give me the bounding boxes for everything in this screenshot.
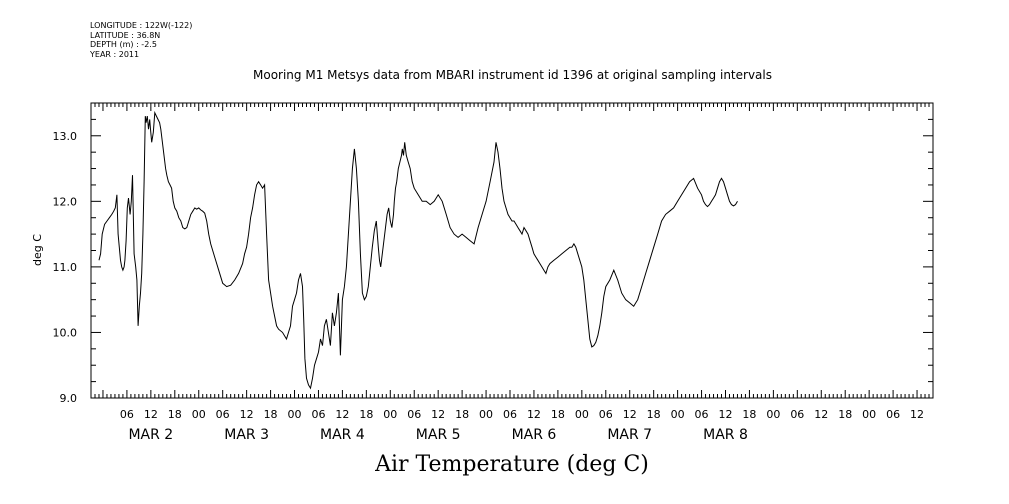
x-tick-label: 06 [216,408,230,421]
x-tick-label: 06 [311,408,325,421]
x-tick-label: 00 [862,408,876,421]
x-tick-label: 12 [718,408,732,421]
day-label: MAR 7 [607,427,652,443]
day-label: MAR 5 [416,427,461,443]
y-tick-label: 13.0 [53,130,78,143]
x-tick-labels: 06 12 18 00 06 12 18 00 06 12 18 00 06 12 18 00 06 12 18 00… [120,408,924,421]
x-tick-label: 00 [766,408,780,421]
chart-title: Mooring M1 Metsys data from MBARI instru… [253,68,772,82]
x-tick-label: 00 [671,408,685,421]
series-line [98,110,738,390]
year-label: YEAR : 2011 [90,49,140,59]
x-tick-label: 00 [575,408,589,421]
x-tick-label: 00 [383,408,397,421]
x-tick-label: 12 [527,408,541,421]
longitude-label: LONGITUDE : 122W(-122) [90,21,193,30]
x-tick-label: 12 [144,408,158,421]
metadata-block: LONGITUDE : 122W(-122) LATITUDE : 36.8N … [90,21,192,59]
y-tick-label: 9.0 [60,392,78,405]
x-tick-label: 18 [455,408,469,421]
y-tick-labels: 9.0 10.0 11.0 12.0 13.0 [53,130,78,405]
x-tick-label: 12 [431,408,445,421]
y-tick-label: 12.0 [53,195,78,208]
x-tick-label: 06 [599,408,613,421]
axis-ticks [90,102,934,399]
x-tick-label: 12 [910,408,924,421]
x-tick-label: 06 [503,408,517,421]
y-tick-label: 10.0 [53,326,78,339]
latitude-label: LATITUDE : 36.8N [90,30,161,40]
x-tick-label: 12 [814,408,828,421]
x-tick-label: 06 [120,408,134,421]
x-tick-label: 06 [886,408,900,421]
day-label: MAR 6 [512,427,557,443]
x-tick-label: 18 [647,408,661,421]
x-tick-label: 18 [551,408,565,421]
x-tick-label: 18 [742,408,756,421]
x-tick-label: 18 [359,408,373,421]
day-label: MAR 3 [224,427,269,443]
day-label: MAR 8 [703,427,748,443]
x-tick-label: 06 [695,408,709,421]
x-tick-label: 18 [168,408,182,421]
x-tick-label: 00 [479,408,493,421]
x-tick-label: 00 [192,408,206,421]
plot-frame [90,102,934,399]
depth-label: DEPTH (m) : -2.5 [90,40,157,50]
day-label: MAR 2 [128,427,173,443]
x-tick-label: 18 [838,408,852,421]
day-label: MAR 4 [320,427,365,443]
y-axis-label: deg C [31,234,44,266]
day-labels: MAR 2 MAR 3 MAR 4 MAR 5 MAR 6 MAR 7 MAR 8 [128,427,747,443]
variable-title: Air Temperature (deg C) [375,452,649,477]
y-tick-label: 11.0 [53,261,78,274]
x-tick-label: 06 [407,408,421,421]
x-tick-label: 06 [790,408,804,421]
x-tick-label: 12 [623,408,637,421]
x-tick-label: 18 [264,408,278,421]
x-tick-label: 00 [288,408,302,421]
x-tick-label: 12 [240,408,254,421]
x-tick-label: 12 [335,408,349,421]
